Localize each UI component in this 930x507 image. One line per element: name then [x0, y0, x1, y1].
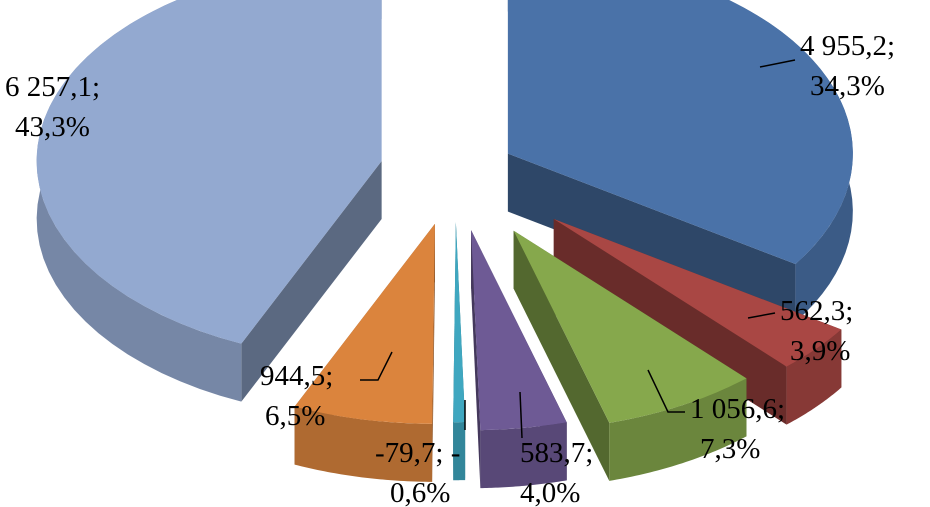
slice-wall — [241, 160, 382, 402]
data-label-percent: 4,0% — [520, 477, 580, 507]
slice-top — [471, 230, 567, 431]
slice-wall — [507, 153, 796, 323]
data-label-value: 583,7; — [520, 437, 593, 469]
slice-top — [453, 222, 466, 423]
data-label-value: -79,7; - — [375, 437, 460, 469]
slice-wall — [432, 223, 435, 482]
slice-rim — [480, 422, 567, 489]
data-label-percent: 7,3% — [700, 433, 760, 465]
slice-top — [553, 219, 842, 367]
leader-line — [360, 351, 393, 381]
pie-slice — [36, 0, 382, 402]
data-label-percent: 6,5% — [265, 400, 325, 432]
slice-rim — [294, 406, 433, 482]
pie-slice — [513, 230, 747, 481]
slice-rim — [453, 422, 466, 481]
data-label-value: 6 257,1; — [5, 71, 100, 103]
pie-slice — [294, 223, 435, 482]
leader-line — [759, 59, 796, 68]
slice-rim — [36, 0, 382, 402]
data-label-value: 4 955,2; — [800, 30, 895, 62]
slice-top — [36, 0, 382, 344]
slice-top — [513, 230, 747, 423]
data-label-percent: 43,3% — [15, 111, 90, 143]
data-label-percent: 0,6% — [390, 477, 450, 507]
slice-wall — [471, 230, 481, 489]
data-label-value: 1 056,6; — [690, 393, 785, 425]
pie-slice — [453, 222, 466, 481]
pie-slice — [471, 230, 567, 489]
slice-wall — [513, 230, 610, 481]
data-label-percent: 3,9% — [790, 335, 850, 367]
leader-line — [747, 312, 776, 319]
data-label-percent: 34,3% — [810, 70, 885, 102]
slice-top — [294, 223, 435, 424]
slice-rim — [609, 378, 747, 481]
leader-line — [519, 391, 523, 439]
data-label-value: 944,5; — [260, 360, 333, 392]
slice-rim — [507, 0, 853, 323]
leader-line — [647, 369, 685, 413]
slice-rim — [786, 329, 842, 425]
data-label-value: 562,3; — [780, 295, 853, 327]
